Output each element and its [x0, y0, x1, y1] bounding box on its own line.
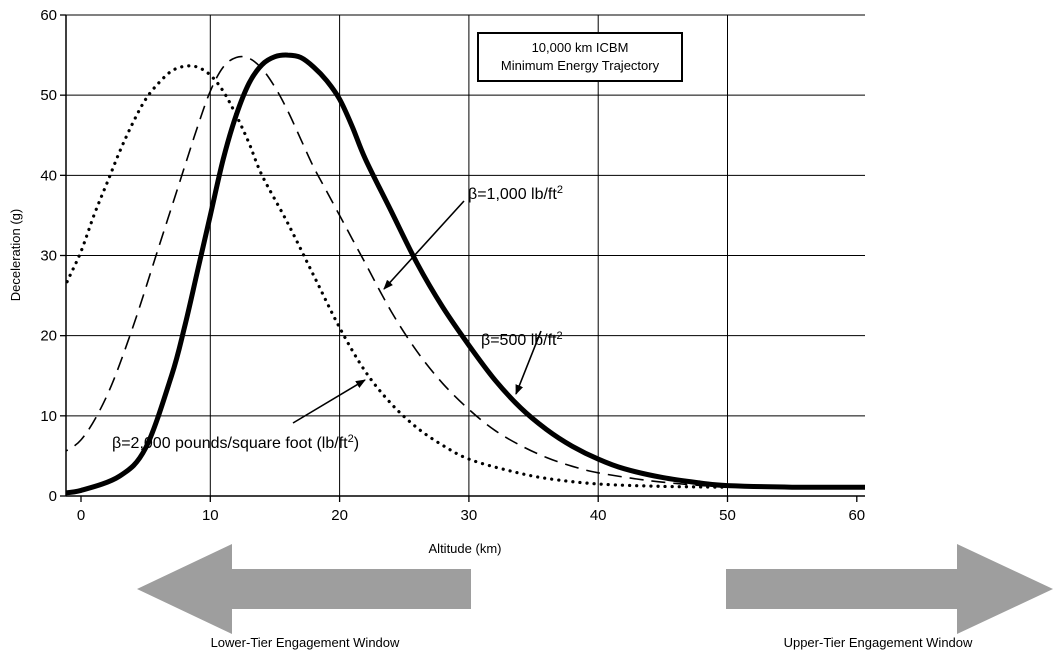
info-box-line-2: Minimum Energy Trajectory [501, 58, 660, 73]
axes: 0 10 20 30 40 50 60 0 10 20 30 40 50 60 [40, 7, 865, 524]
lower-tier-window: Lower-Tier Engagement Window [137, 544, 471, 650]
y-axis-title: Deceleration (g) [8, 209, 23, 302]
lower-tier-label: Lower-Tier Engagement Window [211, 635, 400, 650]
lower-tier-arrow [137, 544, 471, 634]
x-tick-label: 50 [719, 507, 736, 524]
y-tick-label: 40 [40, 167, 57, 184]
annotations: β=500 lb/ft2 β=1,000 lb/ft2 β=2,000 pounds… [112, 184, 563, 452]
x-axis-title: Altitude (km) [429, 541, 502, 556]
upper-tier-label: Upper-Tier Engagement Window [784, 635, 973, 650]
upper-tier-window: Upper-Tier Engagement Window [726, 544, 1053, 650]
grid-lines [66, 14, 865, 497]
y-tick-label: 20 [40, 328, 57, 345]
y-tick-label: 30 [40, 248, 57, 265]
x-tick-label: 60 [848, 507, 865, 524]
y-tick-label: 50 [40, 87, 57, 104]
series-line-solid [66, 52, 865, 496]
series-label-dotted: β=2,000 pounds/square foot (lb/ft2) [112, 433, 359, 452]
x-tick-label: 40 [590, 507, 607, 524]
y-tick-label: 60 [40, 7, 57, 24]
info-box-frame [477, 32, 683, 82]
info-box: 10,000 km ICBM Minimum Energy Trajectory [477, 32, 683, 82]
y-tick-label: 10 [40, 408, 57, 425]
pointer-arrow-solid [515, 330, 542, 395]
series-line-dotted [66, 64, 730, 489]
series-line-dashed [66, 55, 754, 488]
pointer-arrow-dotted [292, 379, 366, 424]
info-box-line-1: 10,000 km ICBM [532, 40, 629, 55]
x-tick-label: 30 [461, 507, 478, 524]
series-label-solid: β=500 lb/ft2 [481, 330, 563, 349]
x-tick-label: 20 [331, 507, 348, 524]
series-lines [66, 52, 865, 496]
upper-tier-arrow [726, 544, 1053, 634]
series-label-dashed: β=1,000 lb/ft2 [468, 184, 563, 203]
y-tick-label: 0 [49, 488, 57, 505]
x-tick-label: 10 [202, 507, 219, 524]
x-tick-label: 0 [77, 507, 85, 524]
pointer-arrow-dashed [383, 200, 465, 290]
